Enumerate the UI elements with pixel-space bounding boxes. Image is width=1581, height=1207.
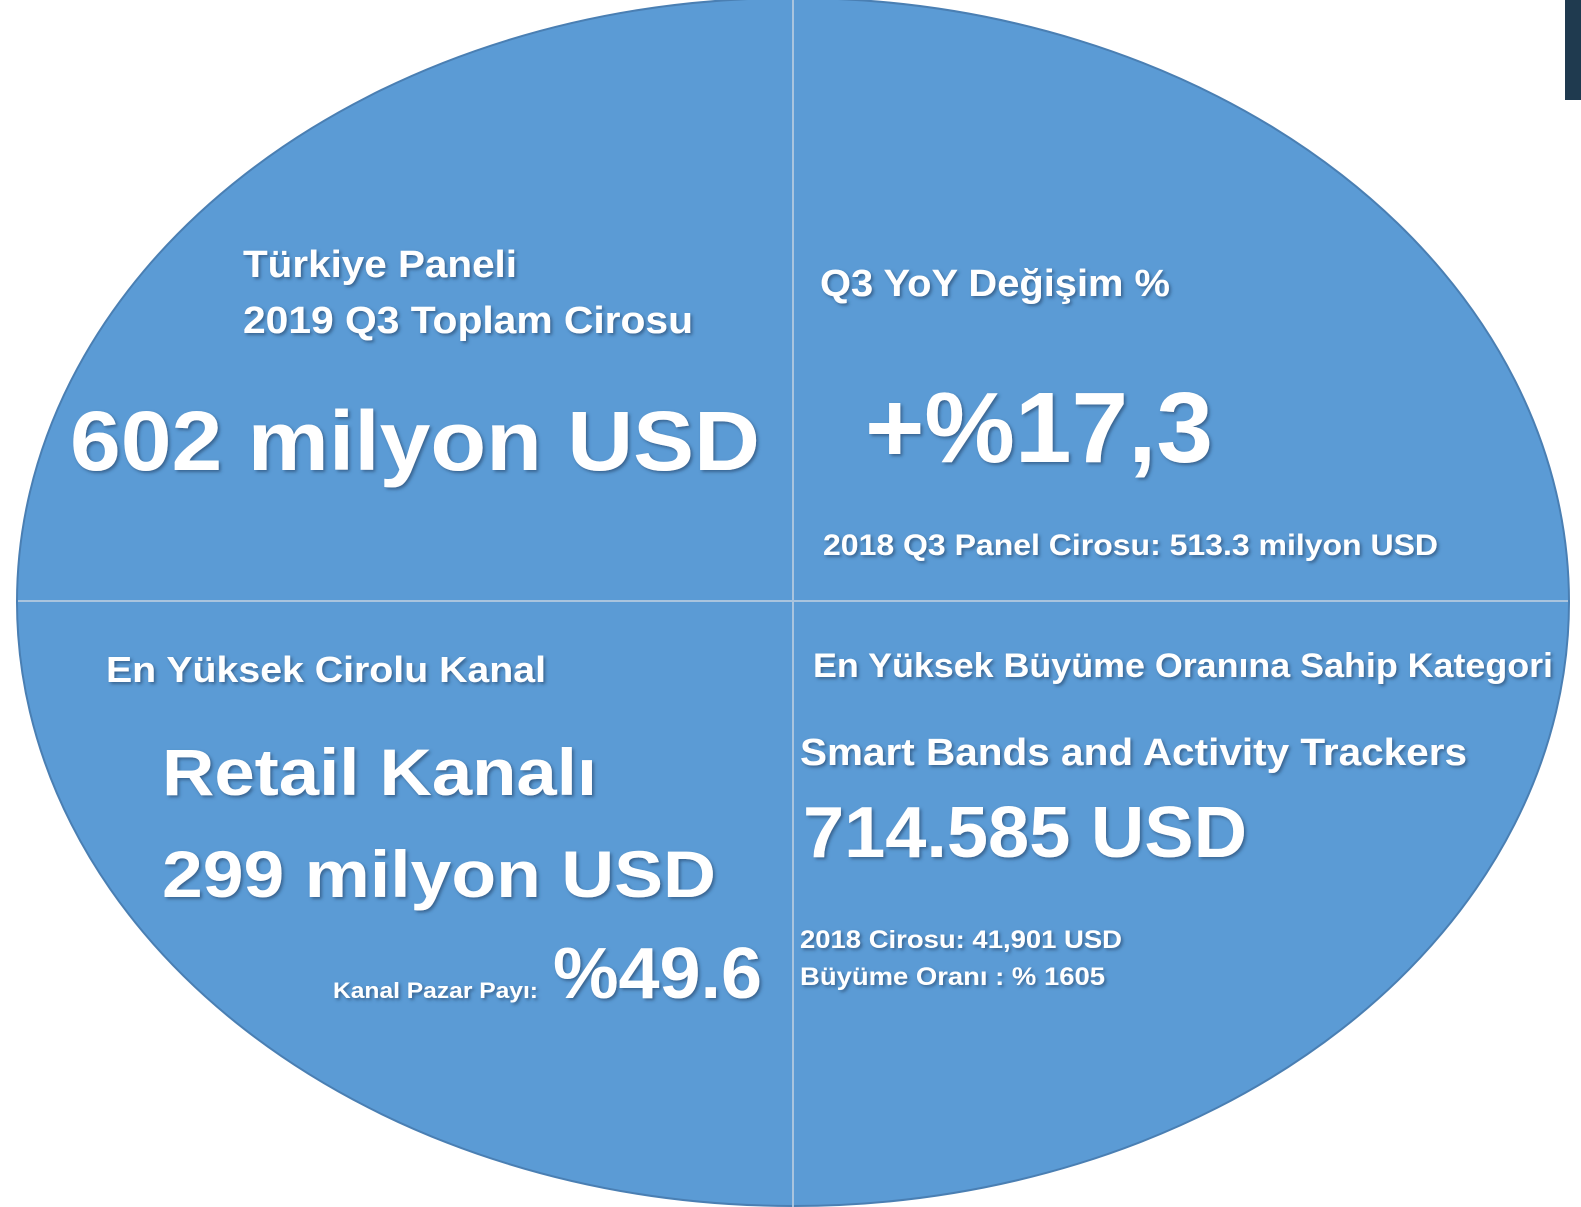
- share-value: %49.6: [553, 934, 762, 1014]
- big-value: +%17,3: [865, 372, 1213, 484]
- heading: En Yüksek Büyüme Oranına Sahip Kategori: [813, 647, 1553, 685]
- heading: Türkiye Paneli: [243, 244, 517, 286]
- note: 2018 Cirosu: 41,901 USD: [800, 926, 1122, 954]
- big-value: 299 milyon USD: [162, 837, 716, 911]
- channel-name: Retail Kanalı: [162, 735, 597, 809]
- share-label: Kanal Pazar Payı:: [333, 978, 538, 1003]
- note: 2018 Q3 Panel Cirosu: 513.3 milyon USD: [823, 529, 1438, 562]
- big-value: 602 milyon USD: [70, 394, 760, 488]
- note: Büyüme Oranı : % 1605: [800, 963, 1105, 991]
- heading: 2019 Q3 Toplam Cirosu: [243, 300, 693, 342]
- heading: En Yüksek Cirolu Kanal: [106, 649, 546, 690]
- big-value: 714.585 USD: [803, 793, 1247, 873]
- heading: Q3 YoY Değişim %: [820, 263, 1170, 305]
- category-name: Smart Bands and Activity Trackers: [800, 732, 1467, 774]
- corner-strip: [1565, 0, 1581, 100]
